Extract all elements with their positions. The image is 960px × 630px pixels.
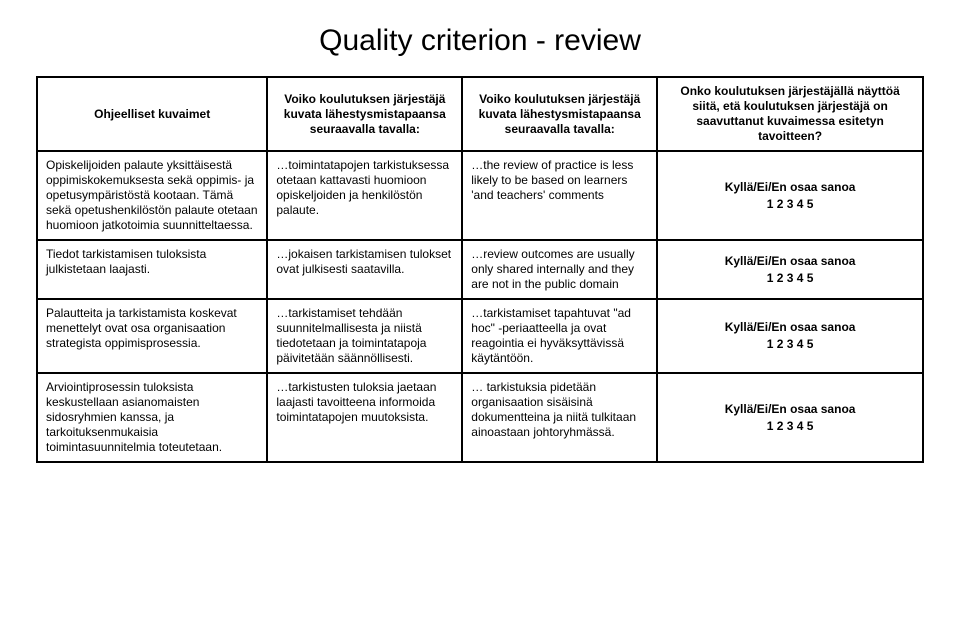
header-approach-1: Voiko koulutuksen järjestäjä kuvata lähe… <box>267 77 462 151</box>
cell-approach-positive: …tarkistamiset tehdään suunnitelmallises… <box>267 299 462 373</box>
cell-approach-negative: …the review of practice is less likely t… <box>462 151 657 240</box>
cell-guideline: Palautteita ja tarkistamista koskevat me… <box>37 299 267 373</box>
rating-scale: 1 2 3 4 5 <box>666 271 914 286</box>
rating-label: Kyllä/Ei/En osaa sanoa <box>666 320 914 335</box>
cell-approach-positive: …jokaisen tarkistamisen tulokset ovat ju… <box>267 240 462 299</box>
cell-approach-negative: …review outcomes are usually only shared… <box>462 240 657 299</box>
rating-scale: 1 2 3 4 5 <box>666 337 914 352</box>
criteria-table: Ohjeelliset kuvaimet Voiko koulutuksen j… <box>36 76 924 463</box>
cell-rating: Kyllä/Ei/En osaa sanoa 1 2 3 4 5 <box>657 151 923 240</box>
rating-label: Kyllä/Ei/En osaa sanoa <box>666 254 914 269</box>
cell-rating: Kyllä/Ei/En osaa sanoa 1 2 3 4 5 <box>657 299 923 373</box>
cell-approach-negative: … tarkistuksia pidetään organisaation si… <box>462 373 657 462</box>
table-header-row: Ohjeelliset kuvaimet Voiko koulutuksen j… <box>37 77 923 151</box>
header-evidence: Onko koulutuksen järjestäjällä näyttöä s… <box>657 77 923 151</box>
page-title: Quality criterion - review <box>36 24 924 58</box>
table-row: Arviointiprosessin tuloksista keskustell… <box>37 373 923 462</box>
rating-scale: 1 2 3 4 5 <box>666 197 914 212</box>
table-row: Tiedot tarkistamisen tuloksista julkiste… <box>37 240 923 299</box>
rating-label: Kyllä/Ei/En osaa sanoa <box>666 180 914 195</box>
table-row: Opiskelijoiden palaute yksittäisestä opp… <box>37 151 923 240</box>
rating-scale: 1 2 3 4 5 <box>666 419 914 434</box>
rating-label: Kyllä/Ei/En osaa sanoa <box>666 402 914 417</box>
table-row: Palautteita ja tarkistamista koskevat me… <box>37 299 923 373</box>
cell-rating: Kyllä/Ei/En osaa sanoa 1 2 3 4 5 <box>657 373 923 462</box>
cell-rating: Kyllä/Ei/En osaa sanoa 1 2 3 4 5 <box>657 240 923 299</box>
cell-guideline: Opiskelijoiden palaute yksittäisestä opp… <box>37 151 267 240</box>
cell-approach-positive: …toimintatapojen tarkistuksessa otetaan … <box>267 151 462 240</box>
header-approach-2: Voiko koulutuksen järjestäjä kuvata lähe… <box>462 77 657 151</box>
header-guidelines: Ohjeelliset kuvaimet <box>37 77 267 151</box>
cell-approach-negative: …tarkistamiset tapahtuvat "ad hoc" -peri… <box>462 299 657 373</box>
cell-guideline: Arviointiprosessin tuloksista keskustell… <box>37 373 267 462</box>
cell-guideline: Tiedot tarkistamisen tuloksista julkiste… <box>37 240 267 299</box>
cell-approach-positive: …tarkistusten tuloksia jaetaan laajasti … <box>267 373 462 462</box>
